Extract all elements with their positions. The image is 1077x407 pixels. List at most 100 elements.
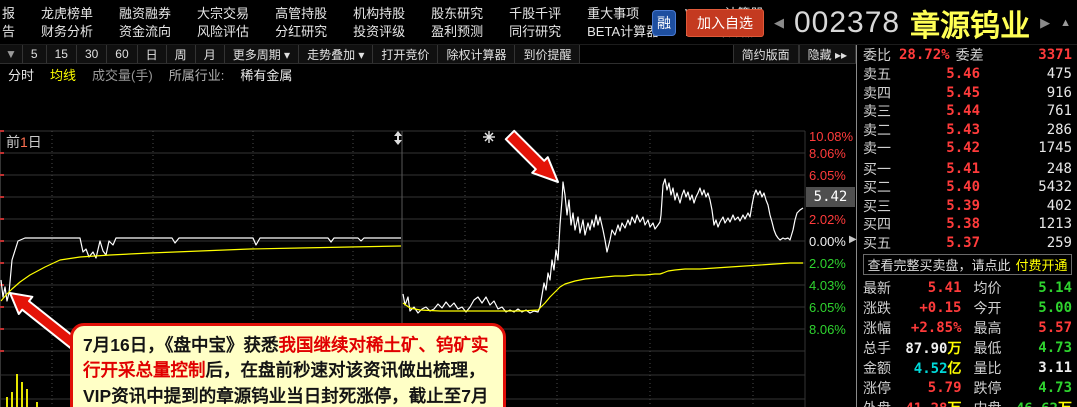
menu-columns: 报告 龙虎榜单财务分析 融资融券资金流向 大宗交易风险评估 高管持股分红研究 机构持股投资… — [0, 6, 763, 39]
ask-row[interactable]: 卖四 5.45 916 — [863, 84, 1072, 103]
toolbar-button[interactable]: 除权计算器 — [438, 45, 516, 63]
tab-intraday[interactable]: 分时 — [8, 67, 35, 83]
bid-volume: 259 — [1046, 234, 1072, 251]
toolbar-button[interactable]: 打开竞价 — [373, 45, 439, 63]
collapse-panel-icon[interactable]: ▶ — [849, 234, 857, 245]
toolbar-button[interactable]: 简约版面 — [732, 45, 799, 63]
stat-value: 3.11 — [1038, 360, 1072, 376]
weicha-label: 委差 — [955, 47, 984, 63]
menu-item[interactable]: BETA计算器 — [587, 23, 660, 39]
panel-divider — [856, 45, 857, 407]
menu-column-6: 股东研究 盈利预测 — [431, 6, 483, 39]
stat-label: 金额 — [863, 360, 891, 376]
next-stock-arrow-icon[interactable]: ▶ — [1040, 14, 1051, 30]
menu-item[interactable]: 盈利预测 — [431, 23, 484, 39]
intraday-chart-canvas[interactable]: 前1日 10.08% 8.06% 6.05% 2.02% 0.00% 2.02% 4.03%… — [0, 129, 856, 407]
add-watchlist-button[interactable]: 加入自选 — [686, 8, 764, 37]
menu-column-3: 大宗交易 风险评估 — [197, 6, 249, 39]
stat-value: +2.85% — [910, 320, 962, 336]
stat-row: 涨停 5.79 跌停 4.73 — [863, 378, 1072, 398]
ask-volume: 1745 — [1038, 140, 1072, 157]
ask-volume: 475 — [1046, 66, 1072, 83]
ask-label: 卖四 — [863, 84, 891, 101]
ask-row[interactable]: 卖二 5.43 286 — [863, 121, 1072, 140]
stat-value: 5.14 — [1038, 280, 1072, 296]
promo-link[interactable]: 付费开通 — [1015, 258, 1068, 273]
menu-item[interactable]: 机构持股 — [353, 5, 406, 21]
ask-row[interactable]: 卖一 5.42 1745 — [863, 139, 1072, 158]
menu-item[interactable]: 资金流向 — [119, 23, 172, 39]
menu-item[interactable]: 大宗交易 — [197, 5, 250, 21]
bid-label: 买四 — [863, 216, 891, 233]
bid-levels: 买一 5.41 248 买二 5.40 5432 买三 5.39 402 买四 5.38 1213 买五… — [863, 160, 1072, 253]
toggle-volume[interactable]: 成交量(手) — [92, 67, 153, 83]
annotation-text: 后，在盘前秒速对该资讯做出梳理，VIP资讯中提到的章源钨业当日封死涨停，截止至7… — [83, 360, 489, 406]
axis-label: 8.06% — [809, 322, 846, 337]
toggle-average-line[interactable]: 均线 — [50, 67, 77, 83]
ask-label: 卖三 — [863, 103, 891, 120]
toolbar-button[interactable]: 月 — [195, 45, 225, 63]
ask-row[interactable]: 卖五 5.46 475 — [863, 65, 1072, 84]
toolbar-button[interactable]: 30 — [76, 45, 108, 63]
bid-label: 买一 — [863, 160, 891, 177]
toolbar-button[interactable]: 到价提醒 — [515, 45, 581, 63]
toolbar-button[interactable]: 隐藏 ▸▸ — [798, 45, 856, 63]
axis-label: 2.02% — [809, 212, 846, 227]
bid-label: 买二 — [863, 179, 891, 196]
updown-marker-icon — [394, 131, 402, 145]
chart-region: ▼ 5 15 30 60 日周月更多周期 ▾ 走势叠加 ▾ 打开竞价 除权计算器 到价提醒 简约版… — [0, 45, 856, 407]
menu-item[interactable]: 同行研究 — [509, 23, 562, 39]
bid-row[interactable]: 买三 5.39 402 — [863, 197, 1072, 216]
menu-item[interactable]: 融资融券 — [119, 5, 172, 21]
ask-label: 卖五 — [863, 66, 891, 83]
stat-value: 5.00 — [1038, 300, 1072, 316]
menu-item[interactable]: 千股千评 — [509, 5, 562, 21]
toolbar-button[interactable]: 60 — [107, 45, 138, 63]
menu-item[interactable]: 投资评级 — [353, 23, 406, 39]
bid-volume: 248 — [1046, 160, 1072, 177]
stat-row: 涨跌 +0.15 今开 5.00 — [863, 298, 1072, 318]
menu-item[interactable]: 风险评估 — [197, 23, 250, 39]
stat-label: 外盘 — [863, 398, 899, 407]
bid-price: 5.40 — [946, 179, 980, 196]
toolbar-button[interactable]: 更多周期 ▾ — [224, 45, 300, 63]
toolbar-button[interactable]: ▼ — [0, 45, 23, 63]
bid-row[interactable]: 买二 5.40 5432 — [863, 178, 1072, 197]
margin-trading-badge[interactable]: 融 — [652, 9, 676, 36]
ask-row[interactable]: 卖三 5.44 761 — [863, 102, 1072, 121]
menu-column-5: 机构持股 投资评级 — [353, 6, 405, 39]
menu-item[interactable]: 财务分析 — [41, 23, 94, 39]
stat-label: 涨停 — [863, 380, 891, 396]
top-menubar: 报告 龙虎榜单财务分析 融资融券资金流向 大宗交易风险评估 高管持股分红研究 机构持股投资… — [0, 0, 1077, 45]
ask-volume: 286 — [1046, 121, 1072, 138]
toolbar-button[interactable]: 日 — [137, 45, 167, 63]
menu-item[interactable]: 高管持股 — [275, 5, 328, 21]
full-orderbook-promo[interactable]: 查看完整买卖盘，请点此 付费开通 — [863, 254, 1072, 275]
menu-item[interactable]: 重大事项 — [587, 5, 640, 21]
menu-item[interactable]: 股东研究 — [431, 5, 484, 21]
toolbar-button[interactable]: 5 — [22, 45, 47, 63]
toolbar-button[interactable]: 走势叠加 ▾ — [299, 45, 374, 63]
today-price — [402, 178, 804, 314]
scroll-up-icon[interactable]: ▲ — [1060, 16, 1071, 29]
quote-stats: 最新 5.41 均价 5.14 涨跌 +0.15 今开 5.00 涨幅 +2.85% 最高 5.57 总… — [863, 275, 1072, 407]
stat-label: 量比 — [973, 360, 1002, 376]
bid-volume: 1213 — [1038, 216, 1072, 233]
toolbar-button[interactable]: 周 — [166, 45, 196, 63]
toolbar-button[interactable]: 15 — [46, 45, 77, 63]
menu-item[interactable]: 龙虎榜单 — [41, 5, 94, 21]
axis-label: 4.03% — [809, 278, 846, 293]
stat-row: 金额 4.52亿 量比 3.11 — [863, 358, 1072, 378]
bid-row[interactable]: 买四 5.38 1213 — [863, 215, 1072, 234]
prev-stock-arrow-icon[interactable]: ◀ — [774, 14, 784, 30]
menu-item[interactable]: 告 — [2, 23, 16, 39]
bid-row[interactable]: 买一 5.41 248 — [863, 160, 1072, 179]
bid-row[interactable]: 买五 5.37 259 — [863, 234, 1072, 253]
stat-label: 跌停 — [973, 380, 1002, 396]
industry-value[interactable]: 稀有金属 — [240, 67, 293, 83]
axis-label: 6.05% — [809, 300, 846, 315]
menu-item[interactable]: 报 — [2, 5, 16, 21]
menu-item[interactable]: 分红研究 — [275, 23, 328, 39]
unit-suffix: 亿 — [947, 361, 962, 377]
industry-label: 所属行业: — [168, 67, 225, 83]
